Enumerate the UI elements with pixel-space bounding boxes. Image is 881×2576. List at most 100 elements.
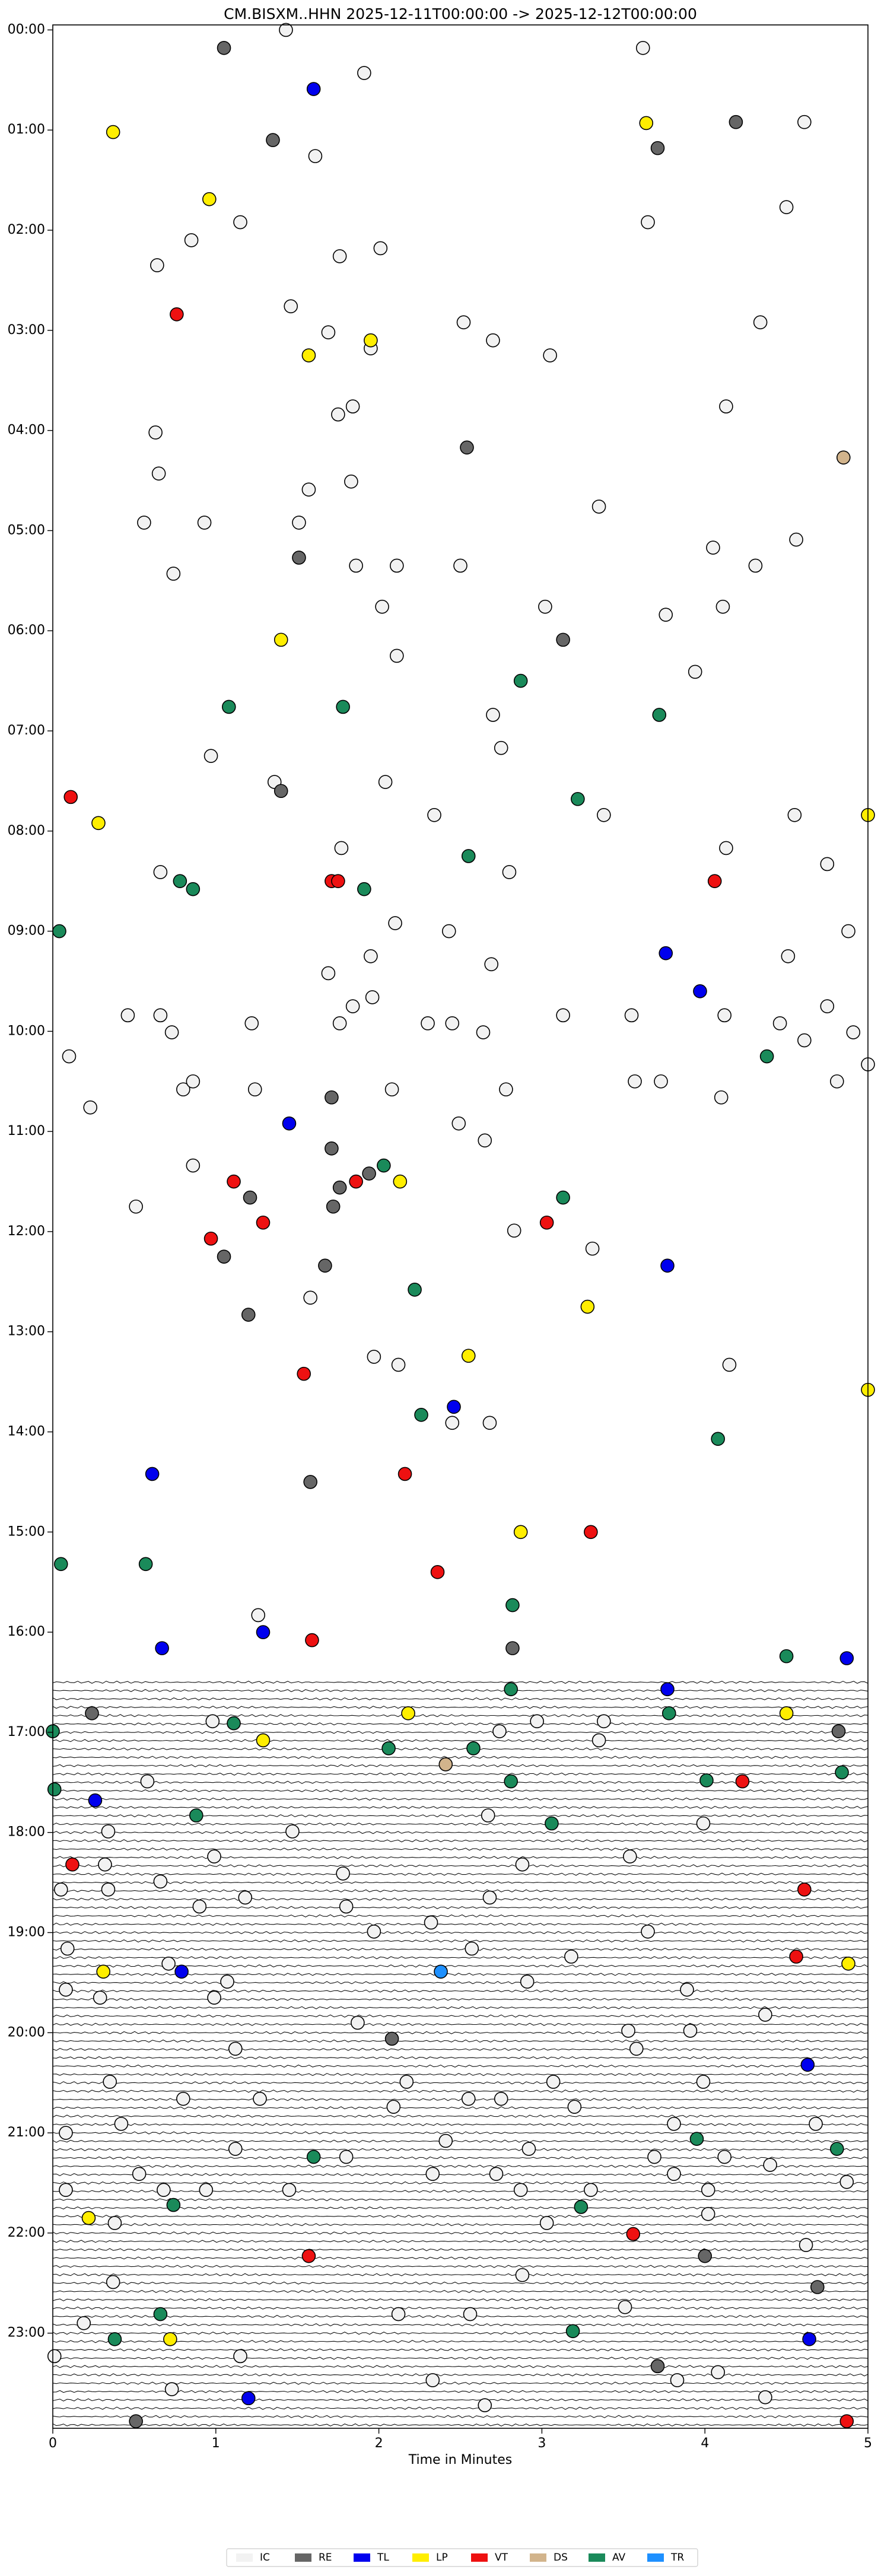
trace [52, 1739, 869, 1742]
trace [52, 2306, 869, 2310]
event-marker [186, 882, 201, 896]
trace [52, 2265, 869, 2268]
event-marker [701, 2183, 715, 2197]
y-tick-label: 08:00 [8, 823, 45, 838]
event-marker [779, 1649, 794, 1664]
y-tick-label: 02:00 [8, 222, 45, 237]
event-marker [373, 241, 388, 256]
event-marker [556, 632, 570, 647]
event-marker [59, 2126, 73, 2140]
event-marker [626, 2227, 641, 2241]
trace [52, 1864, 869, 1868]
trace [52, 1931, 869, 1935]
trace [52, 2064, 869, 2068]
event-marker [688, 664, 702, 679]
event-marker [325, 1090, 339, 1105]
trace [52, 2406, 869, 2410]
event-marker [331, 874, 345, 888]
x-tick-label: 1 [212, 2436, 220, 2451]
event-marker [273, 784, 288, 799]
event-marker [461, 1349, 476, 1363]
trace [52, 1747, 869, 1751]
event-marker [357, 66, 371, 80]
chart-title: CM.BISXM..HHN 2025-12-11T00:00:00 -> 202… [224, 5, 697, 23]
y-tick-label: 17:00 [8, 1725, 45, 1739]
event-marker [397, 1467, 412, 1481]
event-marker [735, 1774, 750, 1789]
event-marker [667, 2117, 681, 2131]
trace [52, 2139, 869, 2143]
event-marker [787, 807, 802, 822]
event-marker [482, 1890, 497, 1905]
event-marker [789, 532, 803, 547]
y-tick-label: 14:00 [8, 1424, 45, 1439]
trace [52, 1914, 869, 1917]
event-marker [465, 1941, 479, 1956]
trace [52, 2164, 869, 2168]
event-marker [253, 2091, 267, 2106]
event-marker [203, 1231, 218, 1246]
event-marker [227, 1716, 241, 1731]
event-marker [520, 1974, 535, 1989]
event-marker [318, 1258, 332, 1273]
event-marker [332, 1016, 347, 1031]
event-marker [107, 2216, 122, 2230]
event-marker [584, 2183, 598, 2197]
trace [52, 2365, 869, 2368]
event-marker [820, 857, 835, 872]
y-tick-label: 00:00 [8, 22, 45, 37]
y-tick-label: 22:00 [8, 2225, 45, 2240]
trace [52, 2206, 869, 2210]
event-marker [530, 1714, 544, 1729]
legend-swatch [412, 2553, 429, 2562]
event-marker [434, 1964, 448, 1979]
event-marker [650, 2359, 665, 2374]
event-marker [384, 1082, 399, 1097]
event-marker [580, 1299, 595, 1314]
event-marker [719, 841, 733, 856]
event-marker [63, 790, 78, 804]
event-marker [451, 1116, 466, 1131]
event-marker [241, 2391, 256, 2406]
event-marker [618, 2300, 632, 2314]
event-marker [93, 1990, 107, 2005]
event-marker [659, 608, 673, 622]
event-marker [81, 2211, 96, 2225]
x-tick-label: 4 [701, 2436, 709, 2451]
trace [52, 2215, 869, 2218]
event-marker [325, 1141, 339, 1156]
trace [52, 2340, 869, 2343]
trace [52, 2231, 869, 2235]
event-marker [513, 2183, 528, 2197]
event-marker [494, 740, 508, 755]
trace [52, 1789, 869, 1792]
event-marker [461, 849, 476, 863]
y-tick-label: 10:00 [8, 1023, 45, 1038]
event-marker [484, 957, 499, 972]
event-marker [381, 1741, 396, 1756]
events [46, 23, 875, 2428]
legend-swatch [354, 2553, 370, 2562]
trace [52, 2248, 869, 2251]
event-marker [717, 2149, 731, 2164]
y-tick-label: 19:00 [8, 1925, 45, 1939]
event-marker [233, 215, 247, 230]
trace [52, 2056, 869, 2060]
event-marker [349, 1174, 363, 1189]
event-marker [781, 949, 796, 963]
event-marker [399, 2075, 414, 2089]
y-tick-label: 16:00 [8, 1624, 45, 1639]
event-marker [846, 1025, 861, 1039]
event-marker [800, 2057, 815, 2072]
event-marker [153, 2307, 168, 2321]
event-marker [647, 2149, 661, 2164]
event-marker [393, 1174, 408, 1189]
y-tick-label: 11:00 [8, 1124, 45, 1138]
event-marker [441, 924, 456, 939]
trace [52, 2197, 869, 2202]
event-marker [425, 2373, 440, 2387]
event-marker [652, 708, 667, 722]
y-tick-label: 13:00 [8, 1324, 45, 1339]
trace [52, 1947, 869, 1951]
event-marker [345, 399, 360, 414]
